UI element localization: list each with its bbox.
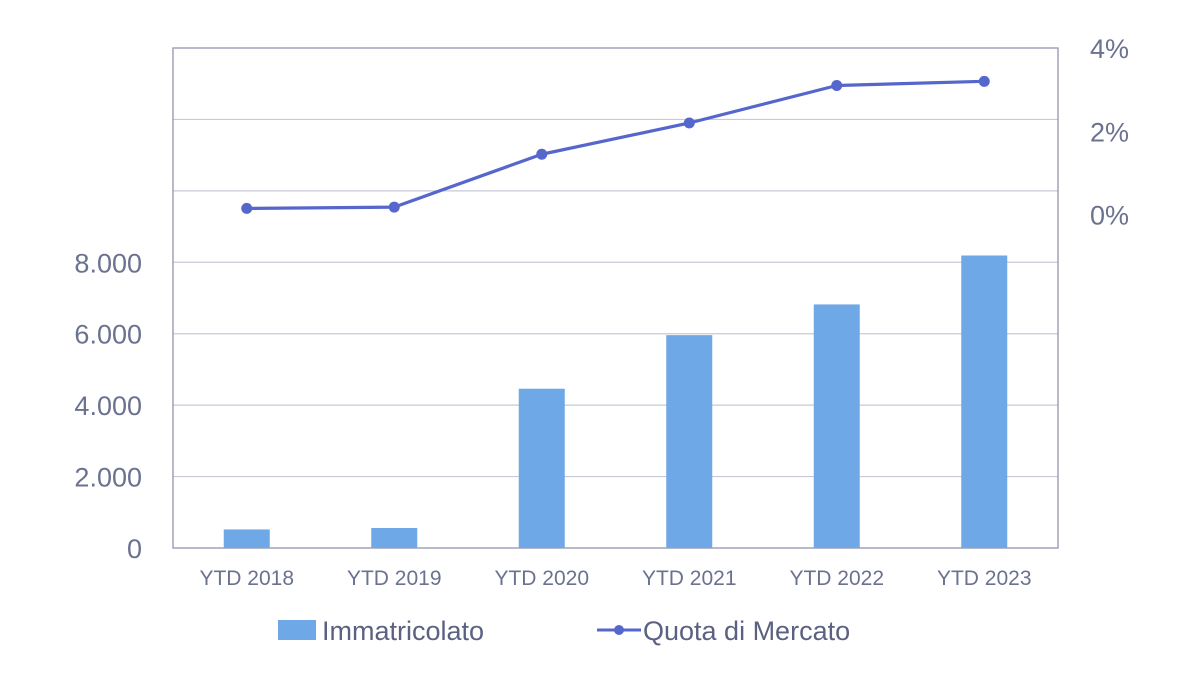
legend-label-quota-di-mercato: Quota di Mercato bbox=[643, 616, 850, 646]
line-series-quota-di-mercato bbox=[241, 75, 990, 214]
grid-lines bbox=[172, 47, 1059, 549]
x-tick-label: YTD 2018 bbox=[199, 567, 294, 590]
bar-series-immatricolato bbox=[223, 255, 1008, 548]
left-tick-label: 6.000 bbox=[74, 320, 142, 350]
right-axis-ticks: 0% 2% 4% bbox=[1090, 34, 1129, 231]
bar bbox=[961, 255, 1008, 548]
legend-swatch-bar bbox=[278, 620, 316, 640]
legend: Immatricolato Quota di Mercato bbox=[278, 616, 850, 646]
bar bbox=[813, 304, 860, 548]
left-tick-label: 0 bbox=[127, 534, 142, 564]
x-tick-label: YTD 2020 bbox=[494, 567, 589, 590]
legend-swatch-marker bbox=[614, 625, 624, 635]
line-point bbox=[831, 80, 843, 91]
right-tick-label: 2% bbox=[1090, 117, 1129, 147]
x-tick-label: YTD 2023 bbox=[937, 567, 1032, 590]
legend-label-immatricolato: Immatricolato bbox=[322, 616, 484, 646]
x-axis-ticks: YTD 2018 YTD 2019 YTD 2020 YTD 2021 YTD 2022… bbox=[199, 567, 1031, 590]
left-tick-label: 2.000 bbox=[74, 463, 142, 493]
bar bbox=[518, 388, 565, 548]
left-tick-label: 4.000 bbox=[74, 391, 142, 421]
series-line bbox=[246, 79, 985, 211]
left-axis-ticks: 0 2.000 4.000 6.000 8.000 bbox=[74, 248, 142, 564]
line-point bbox=[536, 148, 548, 160]
line-point bbox=[978, 75, 990, 87]
line-point bbox=[388, 201, 400, 213]
line-point bbox=[241, 202, 253, 214]
x-tick-label: YTD 2019 bbox=[347, 567, 442, 590]
right-tick-label: 0% bbox=[1090, 201, 1129, 231]
x-tick-label: YTD 2021 bbox=[642, 567, 737, 590]
left-tick-label: 8.000 bbox=[74, 248, 142, 278]
bar bbox=[371, 528, 418, 548]
right-tick-label: 4% bbox=[1090, 34, 1129, 64]
x-tick-label: YTD 2022 bbox=[789, 567, 884, 590]
bar bbox=[223, 529, 270, 548]
line-point bbox=[683, 117, 695, 129]
bar bbox=[666, 335, 713, 548]
plot-border bbox=[172, 47, 1059, 549]
